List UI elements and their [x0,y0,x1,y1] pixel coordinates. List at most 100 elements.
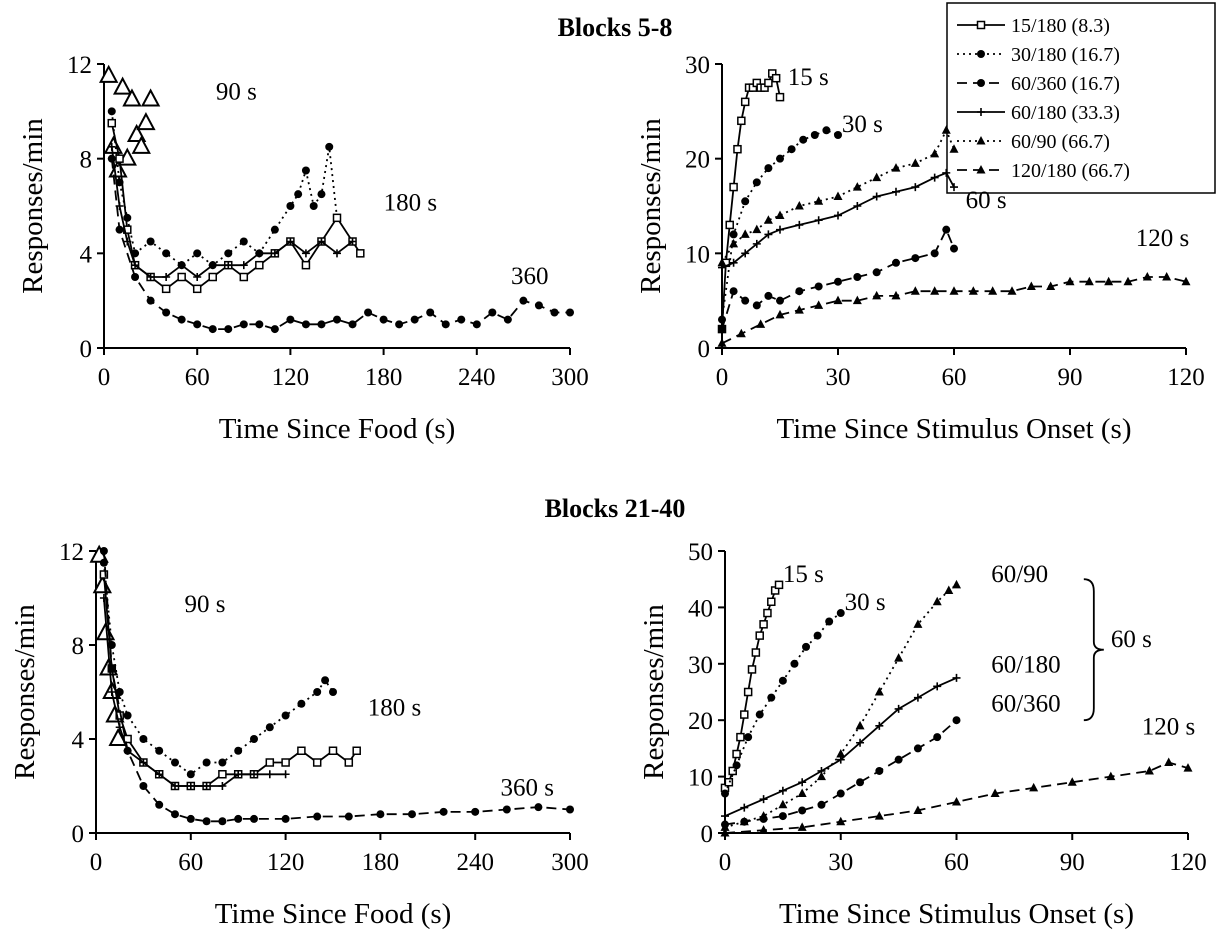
data-point [202,758,211,767]
data-point [317,320,326,329]
legend-entry: 120/180 (66.7) [957,160,1130,182]
data-point [759,795,768,804]
y-tick-label: 30 [688,652,713,679]
legend-marker [976,165,986,174]
data-point [787,145,796,154]
data-point [853,202,862,210]
data-point [778,786,787,795]
legend-entry: 60/180 (33.3) [957,102,1120,124]
data-point [737,116,746,126]
annotation-label: 30 s [845,589,886,616]
data-point [933,682,942,691]
data-point [193,273,202,281]
data-point [875,766,884,775]
data-point [855,720,865,730]
data-point [136,112,156,131]
data-point [186,782,195,790]
data-point [218,782,227,790]
legend-label: 60/180 (33.3) [1011,102,1120,124]
data-point [852,182,862,191]
data-point [740,710,749,719]
data-point [309,202,318,210]
data-point [930,286,940,295]
data-point [721,789,729,798]
annotation-label: 60/180 [991,651,1060,678]
data-point [550,308,559,317]
data-point [817,800,826,809]
data-point [795,220,804,229]
data-point [115,225,124,234]
data-point [952,579,961,589]
annotation-label: 180 s [368,695,421,722]
data-point [764,230,773,239]
data-point [729,230,738,239]
y-tick-label: 0 [72,821,85,848]
data-point [107,154,116,163]
data-point [755,710,764,719]
data-point [1046,281,1056,290]
data-point [797,788,807,798]
data-point [356,249,365,258]
data-point [333,249,341,258]
data-point [155,800,164,809]
data-point [301,166,310,175]
data-point [352,746,361,755]
data-point [503,315,512,324]
data-point [202,817,211,826]
data-point [103,135,123,154]
data-point [872,192,881,201]
y-tick-label: 8 [72,633,85,660]
data-point [932,596,942,606]
annotation-label: 15 s [788,64,829,91]
data-point [1162,272,1172,281]
data-point [833,295,843,305]
data-point [312,758,322,767]
legend-entry: 60/90 (66.7) [957,131,1110,153]
data-point [741,249,750,258]
data-point [112,76,133,95]
data-point [952,716,961,725]
series-2 [721,609,845,798]
y-tick-label: 50 [688,539,713,566]
data-point [534,301,543,310]
x-tick-label: 60 [178,849,203,876]
data-point [139,735,148,743]
data-point [741,296,750,305]
x-tick-label: 120 [1167,364,1205,391]
series-5 [720,579,961,831]
data-point [825,617,834,626]
legend-marker [977,108,985,116]
annotation-label: 360 [511,263,549,290]
data-point [107,118,117,128]
data-point [775,92,785,102]
series-line [103,550,571,823]
series-5 [107,154,574,334]
data-point [131,135,151,154]
series-line [721,128,955,264]
data-point [313,688,322,696]
data-point [724,777,734,787]
data-point [115,688,124,696]
data-point [797,822,807,831]
data-point [313,812,322,821]
data-point [1026,281,1036,290]
data-point [250,735,258,743]
data-point [321,676,330,685]
data-point [108,727,128,746]
data-point [286,237,295,246]
data-point [872,290,882,300]
data-point [99,558,108,567]
data-point [171,758,179,767]
data-point [146,237,155,246]
data-point [224,261,233,270]
data-point [566,308,574,317]
y-tick-label: 4 [72,727,85,754]
data-point [99,570,109,579]
series-2 [107,107,341,270]
data-point [1164,757,1174,766]
data-point [747,665,757,674]
legend-marker [977,50,985,58]
data-point [441,320,450,329]
data-point [250,814,258,823]
